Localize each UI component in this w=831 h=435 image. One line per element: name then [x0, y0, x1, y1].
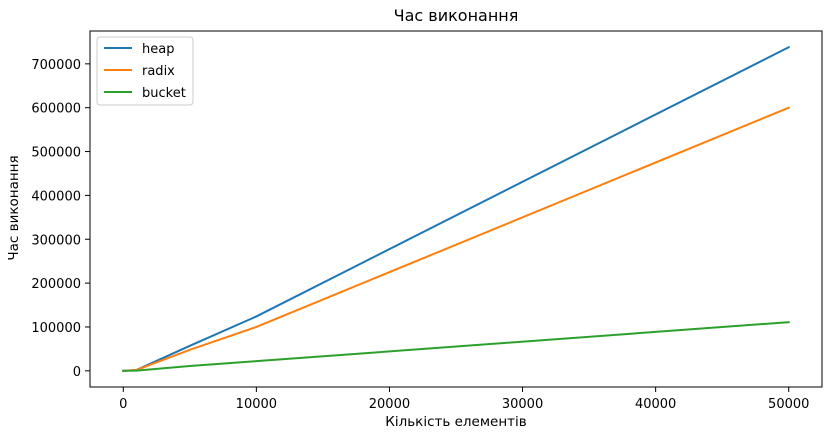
y-tick-label: 700000	[31, 58, 81, 73]
x-tick-label: 10000	[236, 397, 277, 412]
y-tick-label: 500000	[31, 146, 81, 161]
legend-label-heap: heap	[142, 42, 174, 57]
series-lines	[122, 45, 791, 372]
x-tick-label: 0	[119, 397, 127, 412]
legend-label-bucket: bucket	[142, 86, 186, 101]
series-line-bucket	[122, 321, 790, 372]
y-tick-label: 300000	[31, 233, 81, 248]
y-tick-label: 0	[73, 365, 81, 380]
plot-frame	[89, 30, 823, 388]
chart-title: Час виконання	[394, 6, 519, 25]
x-tick-label: 30000	[502, 397, 543, 412]
x-axis-label: Кількість елементів	[385, 414, 527, 430]
x-tick-label: 40000	[635, 397, 676, 412]
y-tick-label: 200000	[31, 277, 81, 292]
x-tick-label: 50000	[768, 397, 809, 412]
x-tick-label: 20000	[369, 397, 410, 412]
legend-label-radix: radix	[142, 64, 175, 79]
plot-area	[90, 31, 822, 387]
y-tick-label: 100000	[31, 321, 81, 336]
y-tick-label: 400000	[31, 189, 81, 204]
legend: heap radix bucket	[96, 36, 194, 106]
axes: 0 10000 20000 30000 40000 5000001000002000003…	[31, 30, 823, 412]
y-tick-label: 600000	[31, 102, 81, 117]
legend-box	[96, 36, 194, 106]
plot-background	[90, 31, 822, 387]
y-axis-label: Час виконання	[6, 155, 22, 260]
